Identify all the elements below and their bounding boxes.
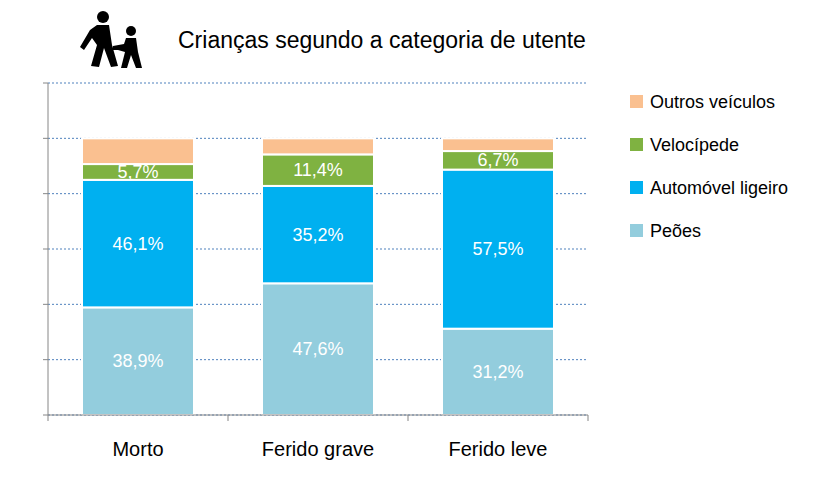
data-label: 5,7% <box>117 162 158 182</box>
data-label: 57,5% <box>472 239 523 259</box>
x-tick-label: Ferido grave <box>262 438 374 460</box>
legend-label: Outros veículos <box>650 92 775 112</box>
chart-svg: Crianças segundo a categoria de utente 38… <box>0 0 835 495</box>
x-tick <box>228 415 229 421</box>
grid-line <box>48 83 588 84</box>
chart: Crianças segundo a categoria de utente 38… <box>0 0 835 495</box>
legend-swatch <box>630 95 643 108</box>
x-axis <box>48 415 588 416</box>
grid-line <box>48 415 588 416</box>
data-label: 46,1% <box>112 234 163 254</box>
bar-segment <box>262 154 374 186</box>
legend-swatch <box>630 181 643 194</box>
x-tick <box>408 415 409 421</box>
bar-segment <box>262 138 374 154</box>
x-tick-label: Ferido leve <box>449 438 548 460</box>
bars <box>82 138 554 415</box>
chart-title: Crianças segundo a categoria de utente <box>178 27 586 53</box>
legend-label: Peões <box>650 221 701 241</box>
data-label: 38,9% <box>112 351 163 371</box>
legend: Outros veículos Velocípede Automóvel ligei… <box>630 92 788 241</box>
bar-segment <box>262 186 374 283</box>
x-tick <box>588 415 589 421</box>
y-tick <box>43 193 48 194</box>
y-tick <box>43 304 48 305</box>
bar-segment <box>442 151 554 170</box>
bar-segment <box>82 307 194 415</box>
x-tick <box>48 415 49 421</box>
y-tick <box>43 83 48 84</box>
pedestrian-icon <box>80 11 142 68</box>
bar-segment <box>82 138 194 164</box>
y-tick <box>43 415 48 416</box>
legend-label: Velocípede <box>650 135 739 155</box>
legend-swatch <box>630 138 643 151</box>
y-tick <box>43 249 48 250</box>
bar-segment <box>82 180 194 308</box>
data-labels: 38,9% 46,1% 5,7% 47,6% 35,2% 11,4% 31,2% 57,5% 6… <box>112 150 523 382</box>
data-label: 6,7% <box>477 150 518 170</box>
y-tick <box>43 359 48 360</box>
bar-segment <box>442 170 554 329</box>
y-tick <box>43 138 48 139</box>
bar-segment <box>262 283 374 415</box>
legend-label: Automóvel ligeiro <box>650 178 788 198</box>
legend-swatch <box>630 224 643 237</box>
bar-segment <box>442 138 554 151</box>
data-label: 47,6% <box>292 339 343 359</box>
data-label: 31,2% <box>472 362 523 382</box>
data-label: 11,4% <box>293 160 343 180</box>
data-label: 35,2% <box>292 225 343 245</box>
x-tick-label: Morto <box>112 438 163 460</box>
bar-segment <box>442 329 554 415</box>
